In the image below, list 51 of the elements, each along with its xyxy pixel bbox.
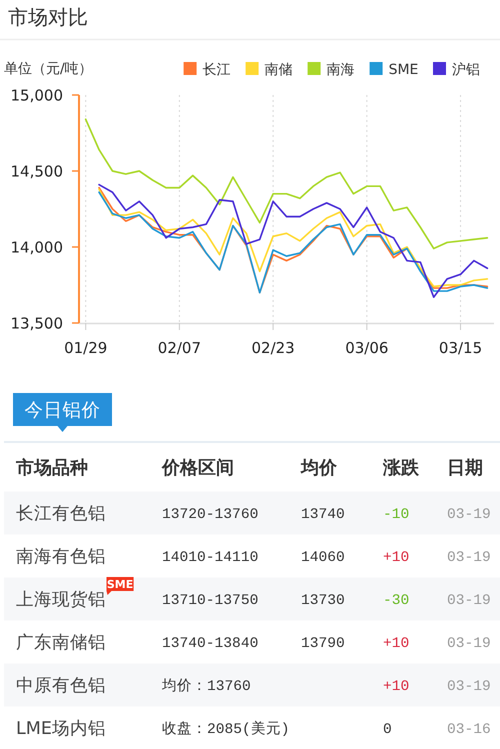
y-tick-label: 14,000 [10, 238, 63, 256]
category-label: 均价 [300, 457, 338, 478]
text: 03-19 [447, 636, 491, 652]
category-label: 中原有色铝 [16, 676, 106, 696]
legend-label: SME [388, 62, 418, 78]
text: -10 [383, 507, 410, 524]
y-tick-label: 15,000 [10, 86, 63, 104]
text: 13740 [301, 507, 345, 524]
line-series [84, 118, 488, 250]
x-tick-label: 02/07 [158, 339, 202, 357]
y-axis-title: 单位（元/吨） [4, 61, 93, 77]
category-label: 南海有色铝 [16, 547, 106, 568]
category-label: 涨跌 [382, 457, 420, 478]
text: 13740-13840 [162, 636, 258, 652]
category-label: 价格区间 [161, 457, 234, 478]
text: 14060 [301, 550, 345, 566]
category-label: LME场内铝 [16, 719, 106, 740]
legend-label: 沪铝 [452, 62, 480, 78]
y-tick-label: 14,500 [10, 162, 63, 180]
category-label: 上海现货铝SME [16, 578, 134, 610]
text: 03-19 [447, 507, 491, 524]
text: 市场品种 [15, 457, 88, 478]
text: 14010-14110 [162, 550, 258, 566]
text: 13730 [301, 593, 345, 610]
text: +10 [383, 636, 410, 652]
y-tick-label: 13,500 [10, 314, 63, 332]
text: 0 [383, 722, 392, 738]
text: +10 [383, 679, 410, 696]
x-tick-label: 03/06 [345, 339, 388, 357]
text: 03-19 [447, 679, 491, 696]
text: 03-16 [447, 722, 491, 738]
text: +10 [383, 550, 410, 566]
text: 13720-13760 [162, 507, 258, 524]
legend-label: 长江 [202, 62, 231, 78]
text: 收盘：2085(美元) [162, 722, 290, 738]
x-tick-label: 02/23 [251, 339, 295, 357]
text: 13710-13750 [162, 593, 258, 610]
text: 今日铝价 [24, 400, 100, 421]
category-label: 日期 [447, 457, 483, 478]
text: 03-19 [447, 593, 491, 610]
text: 13790 [301, 636, 345, 652]
text: -30 [383, 593, 410, 610]
legend-label: 南海 [326, 62, 355, 78]
text: 均价：13760 [162, 679, 251, 696]
category-label: 广东南储铝 [16, 633, 106, 654]
x-tick-label: 01/29 [64, 339, 108, 357]
legend-label: 南储 [264, 62, 293, 78]
text: 03-19 [447, 550, 491, 566]
x-tick-label: 03/15 [438, 339, 482, 357]
category-label: 长江有色铝 [16, 504, 106, 524]
chart-title: 市场对比 [8, 5, 88, 29]
